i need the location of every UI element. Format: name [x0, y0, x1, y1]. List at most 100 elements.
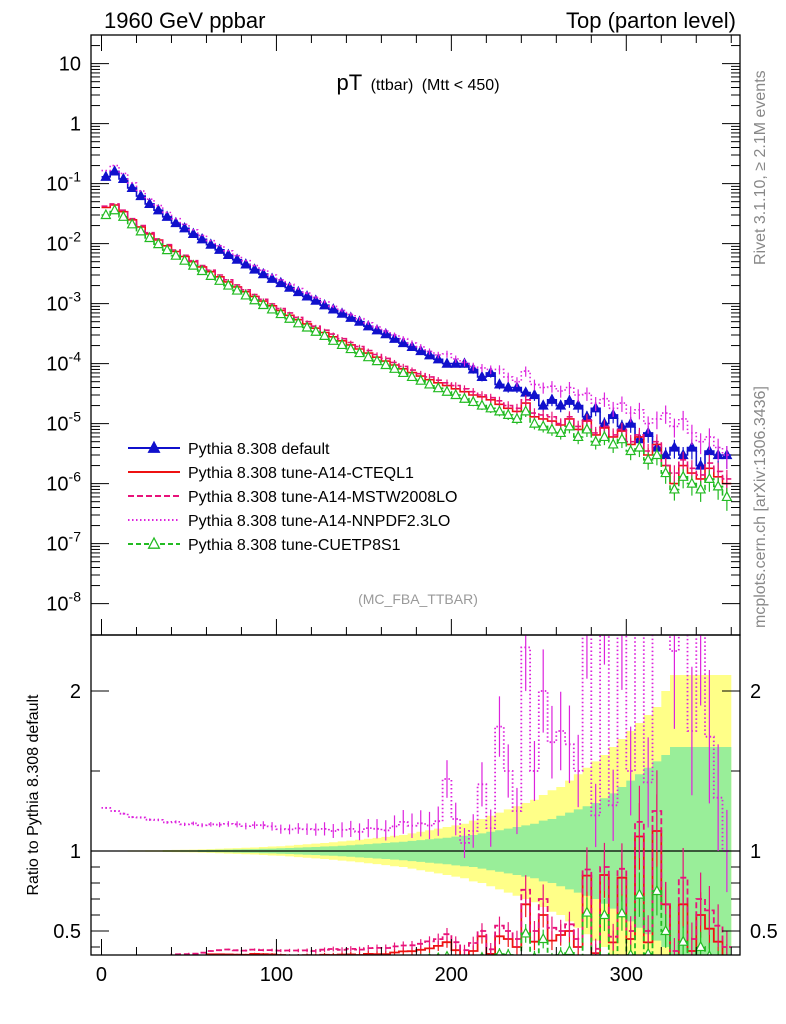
ratio-point-4 [145, 963, 154, 972]
ratio-point-4 [224, 957, 233, 966]
ratio-point-4 [136, 965, 145, 974]
series-point-0 [432, 353, 444, 364]
ratio-point-4 [294, 958, 303, 967]
main-ytick-label-exp: -6 [69, 469, 82, 485]
main-ytick-label-base: 10 [46, 234, 68, 256]
series-point-4 [677, 470, 689, 481]
series-point-0 [563, 394, 575, 405]
series-4 [100, 203, 733, 511]
ratio-point-4 [660, 924, 672, 936]
x-tick-label: 300 [610, 964, 643, 986]
ratio-point-4 [520, 927, 532, 938]
series-point-4 [528, 417, 540, 428]
series-point-4 [493, 405, 505, 416]
ratio-point-4 [480, 951, 484, 955]
series-point-0 [345, 311, 357, 322]
ratio-point-4 [537, 932, 549, 944]
ratio-data-layer [91, 635, 740, 978]
ratio-point-4 [180, 960, 189, 969]
series-point-4 [590, 435, 602, 446]
main-ytick-label-base: 10 [46, 534, 68, 556]
series-line-3 [101, 164, 732, 456]
series-point-0 [222, 248, 234, 259]
main-ytick-label-exp: -1 [69, 169, 82, 185]
series-point-4 [581, 423, 593, 434]
series-point-4 [389, 362, 401, 373]
main-ytick-label-exp: -7 [69, 529, 82, 545]
legend-marker-0 [147, 440, 161, 453]
series-point-4 [572, 430, 584, 442]
main-ytick-label: 10-6 [46, 469, 81, 496]
series-point-4 [651, 448, 663, 460]
series-point-4 [406, 370, 418, 382]
series-point-4 [441, 385, 453, 396]
legend: Pythia 8.308 default Pythia 8.308 tune-A1… [128, 440, 457, 554]
ratio-point-4 [486, 965, 495, 974]
ratio-point-4 [128, 966, 137, 975]
ratio-point-4 [644, 947, 653, 955]
x-tick-label: 100 [260, 964, 293, 986]
series-point-4 [415, 374, 427, 385]
ratio-ytick-label: 2 [70, 681, 81, 703]
series-line-4 [101, 209, 732, 498]
legend-label-3: Pythia 8.308 tune-A14-NNPDF2.3LO [188, 513, 450, 530]
ratio-point-4 [364, 957, 373, 966]
series-point-0 [292, 285, 304, 297]
series-point-0 [240, 258, 252, 269]
series-point-0 [703, 444, 715, 456]
series-point-4 [144, 231, 156, 243]
ratio-point-4 [311, 957, 320, 966]
series-point-0 [686, 441, 698, 452]
ratio-point-4 [633, 888, 645, 899]
series-point-4 [135, 225, 147, 236]
ratio-point-4 [444, 950, 450, 955]
series-point-0 [625, 417, 637, 428]
series-point-0 [152, 203, 164, 215]
series-point-4 [117, 210, 129, 221]
main-ytick-label-base: 10 [46, 474, 68, 496]
series-point-4 [450, 388, 462, 400]
main-ytick-label-base: 10 [46, 354, 68, 376]
series-point-0 [135, 189, 147, 201]
main-ytick-label-base: 1 [70, 114, 81, 136]
series-point-4 [485, 402, 497, 413]
legend-label-1: Pythia 8.308 tune-A14-CTEQL1 [188, 465, 414, 482]
main-ytick-label-base: 10 [46, 174, 68, 196]
ratio-point-4 [714, 958, 723, 967]
main-ytick-label-exp: -2 [69, 229, 82, 245]
series-point-4 [214, 274, 226, 285]
plot-title-main: pT [336, 70, 362, 95]
ratio-point-4 [581, 906, 593, 917]
ratio-point-4 [706, 949, 713, 955]
series-point-4 [695, 483, 707, 494]
series-point-0 [170, 216, 182, 228]
ratio-point-4 [241, 957, 250, 966]
main-ytick-label: 10 [59, 54, 81, 76]
ratio-point-4 [419, 953, 422, 955]
series-point-4 [502, 408, 514, 419]
series-point-4 [161, 243, 173, 255]
series-point-4 [354, 346, 366, 358]
series-point-0 [196, 233, 208, 244]
ratio-series-3 [101, 635, 732, 893]
main-ytick-label: 10-8 [46, 589, 81, 616]
series-point-4 [380, 358, 392, 370]
ratio-point-4 [215, 957, 224, 966]
series-point-4 [222, 279, 234, 290]
series-point-0 [450, 357, 462, 368]
series-point-4 [721, 490, 733, 502]
legend-marker-4 [147, 536, 161, 549]
ratio-point-4 [381, 957, 390, 966]
series-point-0 [319, 298, 331, 310]
series-point-0 [126, 181, 138, 192]
series-point-0 [528, 388, 540, 400]
ratio-point-4 [346, 958, 355, 967]
ratio-point-4 [206, 958, 215, 967]
series-point-0 [406, 340, 418, 352]
ratio-point-4 [512, 958, 521, 967]
ratio-point-4 [591, 962, 600, 971]
series-point-4 [266, 303, 278, 314]
ratio-point-4 [119, 969, 128, 978]
ratio-point-4 [495, 947, 504, 955]
ratio-plot: 0.5 0.5 1 1 2 2 0 100 200 300 [53, 634, 778, 986]
